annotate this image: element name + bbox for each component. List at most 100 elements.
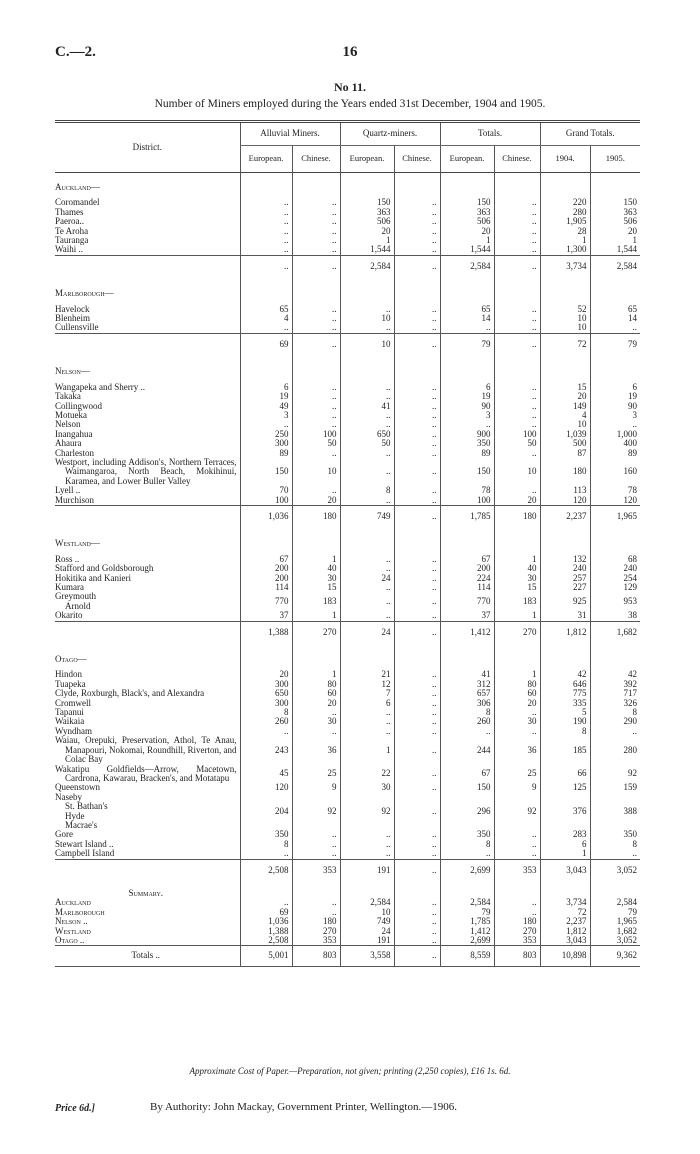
cell-value: .. bbox=[291, 829, 340, 840]
cell-value: .. bbox=[339, 391, 394, 402]
empty-cell bbox=[239, 645, 292, 665]
data-row: Wakatipu Goldfields—Arrow, Macetown, Car… bbox=[55, 764, 641, 784]
cell-value: 240 bbox=[589, 563, 641, 574]
empty-cell bbox=[55, 620, 240, 646]
empty-cell bbox=[393, 882, 441, 899]
empty-cell bbox=[539, 882, 591, 899]
column-subheader: Chinese. bbox=[493, 145, 541, 173]
cell-value: 185 bbox=[539, 736, 591, 765]
subtotal-value: 1,785 bbox=[439, 504, 495, 530]
cell-value: 89 bbox=[589, 448, 641, 458]
cell-value: 24 bbox=[339, 573, 394, 583]
column-subheader: Chinese. bbox=[291, 145, 340, 173]
cell-value: 150 bbox=[439, 457, 495, 487]
subtotal-value: 353 bbox=[291, 858, 340, 883]
summary-heading-row: Summary. bbox=[55, 882, 641, 899]
cell-value: 1 bbox=[291, 664, 340, 680]
cell-value: .. bbox=[291, 207, 340, 218]
cell-value: 6 bbox=[539, 839, 591, 850]
cell-value: .. bbox=[393, 376, 441, 393]
cell-value: .. bbox=[493, 235, 541, 246]
cell-value: 1,785 bbox=[439, 916, 495, 927]
cell-value: 363 bbox=[589, 207, 641, 218]
empty-cell bbox=[539, 279, 591, 299]
cell-value: 270 bbox=[291, 926, 340, 936]
column-group: Totals. bbox=[439, 121, 541, 146]
cell-value: .. bbox=[339, 829, 394, 840]
summary-row: Auckland.... 2,584.. 2,584.. 3,734 2,584 bbox=[55, 897, 641, 908]
subtotal-value: 180 bbox=[493, 504, 541, 530]
district-name: Charleston bbox=[55, 447, 94, 458]
cell-value: 220 bbox=[539, 192, 591, 208]
subtotal-value: 1,812 bbox=[539, 620, 591, 646]
cell-value: .. bbox=[493, 298, 541, 315]
data-row: Wangapeka and Sherry .. 6...... 6.. 15 6 bbox=[55, 376, 641, 393]
cell-value: .. bbox=[239, 726, 292, 737]
cell-value: .. bbox=[493, 419, 541, 430]
cell-value: .. bbox=[493, 323, 541, 334]
cell-value: 1,544 bbox=[589, 245, 641, 256]
cell-value: 770 bbox=[239, 592, 292, 612]
cell-value: .. bbox=[239, 216, 292, 227]
data-row: Murchison 100 20.... 100 20 120 120 bbox=[55, 495, 641, 506]
district-name: Auckland bbox=[55, 897, 91, 908]
document-ref: C.—2. bbox=[55, 44, 96, 60]
cell-value: .. bbox=[339, 849, 394, 860]
cell-value: 2,584 bbox=[339, 897, 394, 908]
subtotal-row: .... 2,584.. 2,584.. 3,734 2,584 bbox=[55, 254, 641, 280]
cell-value: .. bbox=[291, 376, 340, 393]
cell-value: 200 bbox=[239, 563, 292, 574]
cell-value: 1,965 bbox=[589, 916, 641, 927]
data-row: Ahaura 300 50 50.. 350 50 500 400 bbox=[55, 438, 641, 449]
cell-value: 8 bbox=[239, 839, 292, 850]
subtotal-value: 2,584 bbox=[589, 254, 641, 280]
empty-cell bbox=[239, 172, 292, 193]
cell-value: 1,905 bbox=[539, 216, 591, 227]
cell-value: 41 bbox=[339, 401, 394, 411]
cell-value: 20 bbox=[291, 698, 340, 709]
cell-value: 224 bbox=[439, 573, 495, 583]
cell-value: .. bbox=[493, 707, 541, 718]
empty-cell bbox=[291, 645, 340, 665]
data-row: Waiau, Orepuki, Preservation, Athol, Te … bbox=[55, 736, 641, 765]
cell-value: .. bbox=[493, 207, 541, 218]
cell-value: 180 bbox=[291, 916, 340, 927]
cell-value: 1,412 bbox=[439, 926, 495, 936]
section-heading: Nelson— bbox=[55, 366, 90, 377]
district-name: Naseby St. Bathan's Hyde Macrae's bbox=[55, 791, 108, 830]
cell-value: 19 bbox=[239, 391, 292, 402]
cell-value: 15 bbox=[291, 582, 340, 593]
cell-value: .. bbox=[439, 726, 495, 737]
data-row: Havelock 65...... 65.. 52 65 bbox=[55, 298, 641, 315]
page-number: 16 bbox=[342, 44, 358, 60]
cell-value: 45 bbox=[239, 764, 292, 784]
cell-value: 150 bbox=[439, 192, 495, 208]
subtotal-value: 2,584 bbox=[339, 254, 394, 280]
total-value: .. bbox=[393, 945, 441, 967]
cell-value: 8 bbox=[589, 707, 641, 718]
empty-cell bbox=[589, 279, 641, 299]
data-row: Hokitika and Kanieri 200 30 24.. 224 30 257 254 bbox=[55, 573, 641, 583]
empty-cell bbox=[439, 882, 495, 899]
cell-value: .. bbox=[393, 792, 441, 831]
empty-cell bbox=[589, 357, 641, 377]
cell-value: 376 bbox=[539, 792, 591, 831]
column-group: Alluvial Miners. bbox=[239, 121, 340, 146]
district-name: Wangapeka and Sherry .. bbox=[55, 381, 145, 392]
cell-value: .. bbox=[291, 313, 340, 324]
cell-value: 10 bbox=[291, 457, 340, 487]
column-subheader: 1905. bbox=[589, 145, 641, 173]
cell-value: .. bbox=[291, 907, 340, 918]
cell-value: 20 bbox=[291, 495, 340, 506]
cell-value: .. bbox=[291, 245, 340, 256]
cell-value: .. bbox=[493, 839, 541, 850]
district-name: Inangahua bbox=[55, 428, 93, 439]
cell-value: .. bbox=[393, 226, 441, 237]
table-caption: Number of Miners employed during the Yea… bbox=[154, 98, 546, 110]
cell-value: 19 bbox=[589, 391, 641, 402]
cell-value: 120 bbox=[539, 495, 591, 506]
cell-value: 180 bbox=[493, 916, 541, 927]
cell-value: .. bbox=[393, 548, 441, 565]
cell-value: 650 bbox=[239, 688, 292, 699]
cell-value: .. bbox=[493, 485, 541, 496]
